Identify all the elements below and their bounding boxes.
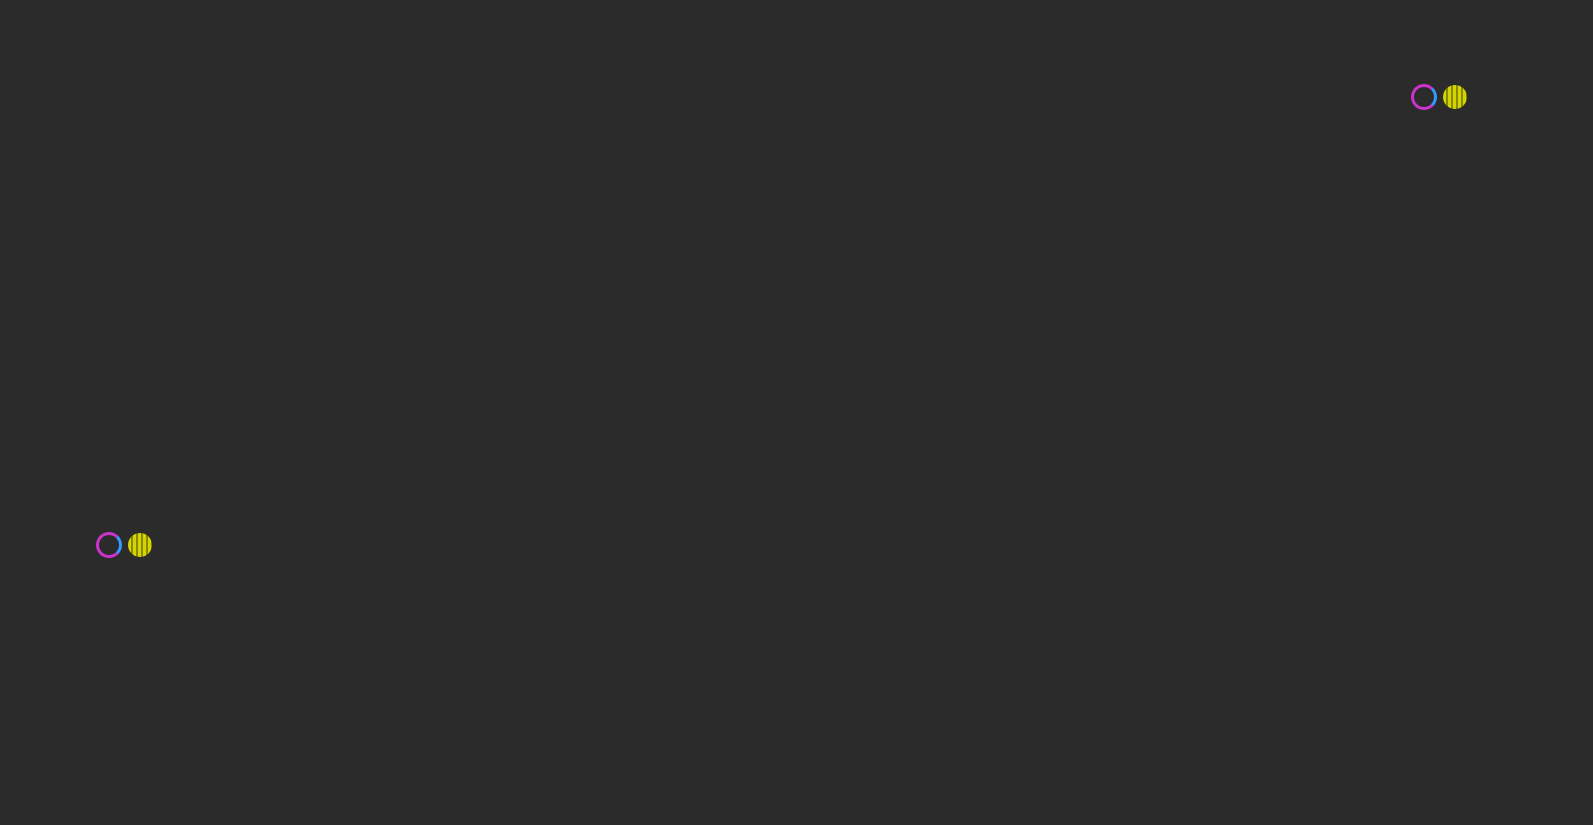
- legend-row-rain-monthly: [810, 704, 1135, 707]
- legend-row-temp-range: [80, 672, 405, 694]
- legend-col-rain: [810, 660, 1135, 730]
- watermark-bottom: [96, 532, 158, 558]
- logo-sun-icon: [128, 533, 152, 557]
- swatch-rain: [810, 672, 832, 694]
- swatch-snow: [1175, 672, 1197, 694]
- watermark-top: [1411, 84, 1473, 110]
- swatch-daylight: [445, 672, 471, 675]
- legend-row-rain-daily: [810, 672, 1135, 694]
- legend-col-day: [445, 660, 770, 730]
- logo-sun-icon: [1443, 85, 1467, 109]
- plot-area: [80, 68, 1460, 615]
- chart-title: [0, 0, 1593, 8]
- legend-row-temp-monthly: [80, 704, 405, 707]
- swatch-sunshine: [445, 685, 467, 707]
- swatch-temp-range: [80, 672, 102, 694]
- legend-row-snow-daily: [1175, 672, 1500, 694]
- chart-subtitle: [0, 8, 1593, 14]
- climate-chart-svg: [80, 68, 1460, 615]
- swatch-rain-monthly: [810, 704, 836, 707]
- legend-col-temp: [80, 660, 405, 730]
- swatch-snow-monthly: [1175, 704, 1201, 707]
- swatch-temp-monthly: [80, 704, 106, 707]
- legend-row-sunshine-monthly: [445, 717, 770, 720]
- legend-row-snow-monthly: [1175, 704, 1500, 707]
- legend: [80, 660, 1500, 730]
- swatch-sunshine-monthly: [445, 717, 471, 720]
- legend-col-snow: [1175, 660, 1500, 730]
- logo-circle-icon: [96, 532, 122, 558]
- logo-circle-icon: [1411, 84, 1437, 110]
- legend-row-daylight: [445, 672, 770, 675]
- legend-row-sunshine: [445, 685, 770, 707]
